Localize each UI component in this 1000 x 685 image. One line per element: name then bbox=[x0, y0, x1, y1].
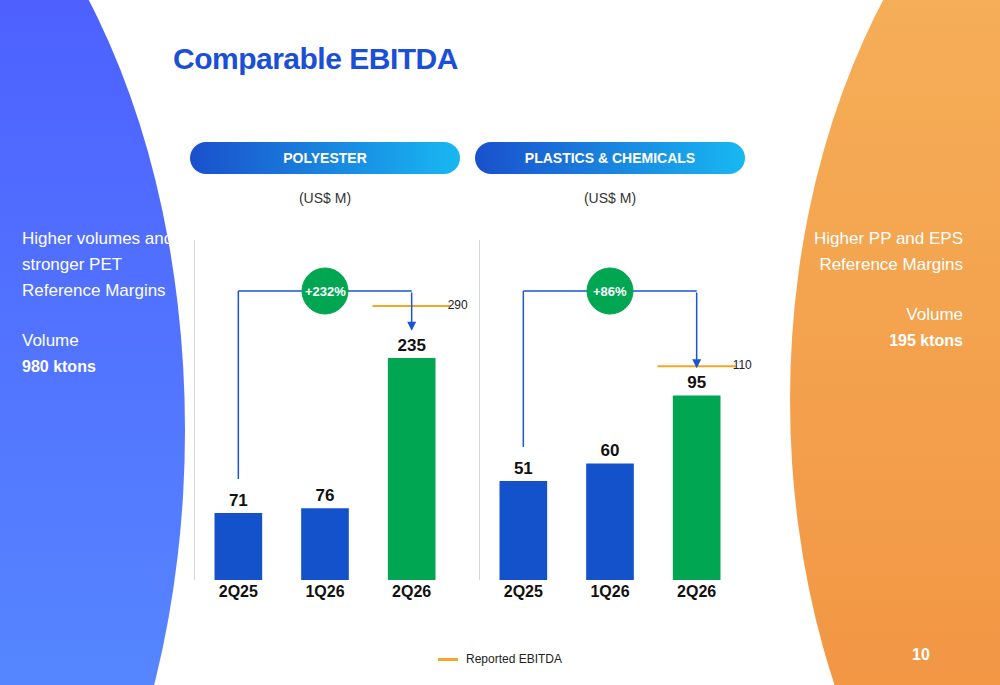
svg-text:+86%: +86% bbox=[593, 284, 627, 299]
svg-text:1Q26: 1Q26 bbox=[590, 583, 629, 600]
svg-text:95: 95 bbox=[687, 373, 706, 392]
html-text:PLASTICS & CHEMICALS: PLASTICS & CHEMICALS bbox=[524, 150, 696, 166]
svg-text:1Q26: 1Q26 bbox=[305, 583, 344, 600]
html-text:Comparable EBITDA: Comparable EBITDA bbox=[173, 42, 458, 75]
svg-text:+232%: +232% bbox=[305, 284, 346, 299]
svg-text:2Q25: 2Q25 bbox=[504, 583, 543, 600]
svg-text:235: 235 bbox=[397, 336, 425, 355]
html-text:POLYESTER: POLYESTER bbox=[283, 150, 367, 166]
html-text:Higher volumes and stronger PE: Higher volumes and stronger PET Referenc… bbox=[22, 229, 174, 300]
html-text:Volume: Volume bbox=[906, 305, 963, 324]
html-text:Volume: Volume bbox=[22, 331, 79, 350]
svg-text:2Q26: 2Q26 bbox=[392, 583, 431, 600]
html-text:(US$ M): (US$ M) bbox=[298, 190, 352, 206]
svg-text:110: 110 bbox=[733, 358, 752, 372]
html-text:10: 10 bbox=[912, 646, 930, 663]
html-text:(US$ M): (US$ M) bbox=[583, 190, 637, 206]
svg-text:60: 60 bbox=[601, 441, 620, 460]
html-text:980 ktons: 980 ktons bbox=[22, 358, 96, 375]
svg-text:290: 290 bbox=[448, 298, 468, 312]
svg-text:2Q25: 2Q25 bbox=[219, 583, 258, 600]
html-text:Reported EBITDA: Reported EBITDA bbox=[466, 652, 562, 666]
svg-text:71: 71 bbox=[229, 491, 248, 510]
html-text:Higher PP and EPS Reference Ma: Higher PP and EPS Reference Margins bbox=[814, 229, 963, 274]
svg-text:2Q26: 2Q26 bbox=[677, 583, 716, 600]
html-text:195 ktons: 195 ktons bbox=[889, 332, 963, 349]
svg-text:51: 51 bbox=[514, 459, 533, 478]
svg-text:76: 76 bbox=[316, 486, 335, 505]
